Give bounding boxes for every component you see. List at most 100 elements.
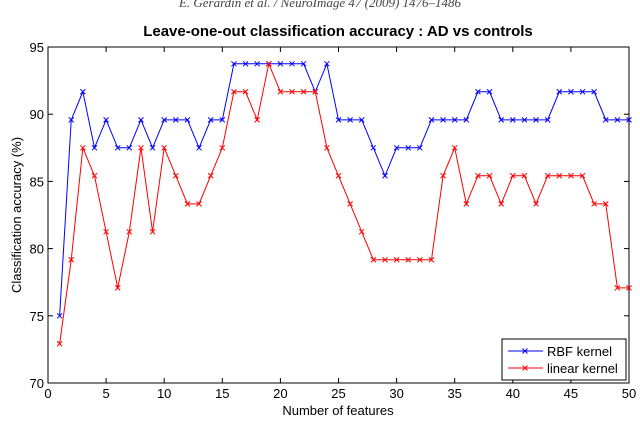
x-marker: [486, 88, 493, 95]
x-marker-stroke: [172, 172, 179, 179]
x-marker: [568, 88, 574, 95]
x-marker-stroke: [242, 60, 249, 67]
y-axis-label: Classification accuracy (%): [9, 137, 24, 293]
x-marker-stroke: [265, 60, 272, 67]
x-marker-stroke: [56, 340, 63, 347]
x-marker-stroke: [358, 116, 365, 123]
x-marker: [579, 172, 586, 179]
legend-label: RBF kernel: [547, 344, 612, 359]
x-marker: [114, 284, 121, 291]
x-marker-stroke: [219, 144, 226, 151]
x-marker-stroke: [405, 144, 412, 151]
x-tick-label: 40: [506, 386, 520, 401]
x-marker-stroke: [382, 256, 388, 263]
x-marker-stroke: [416, 144, 423, 151]
x-marker: [242, 60, 249, 67]
x-marker: [300, 60, 307, 67]
x-marker: [56, 340, 63, 347]
x-marker: [440, 172, 446, 179]
x-marker-stroke: [184, 200, 191, 207]
x-marker-stroke: [522, 348, 528, 354]
x-marker-stroke: [207, 116, 214, 123]
x-tick-label: 25: [331, 386, 345, 401]
x-marker-stroke: [277, 88, 284, 95]
x-tick-label: 5: [102, 386, 109, 401]
x-marker: [300, 88, 307, 95]
x-marker: [103, 228, 109, 235]
x-marker-stroke: [149, 144, 156, 151]
x-marker-stroke: [335, 172, 342, 179]
x-marker: [207, 172, 214, 179]
x-tick-label: 0: [44, 386, 51, 401]
x-marker-stroke: [579, 88, 586, 95]
x-marker: [196, 200, 202, 207]
x-marker-stroke: [509, 116, 516, 123]
x-marker-stroke: [614, 284, 621, 291]
x-marker-stroke: [626, 116, 632, 123]
x-marker-stroke: [393, 256, 400, 263]
y-tick-label: 70: [30, 376, 44, 391]
x-marker-stroke: [324, 144, 330, 151]
x-marker: [172, 116, 179, 123]
x-marker: [358, 116, 365, 123]
x-marker-stroke: [405, 256, 412, 263]
x-marker-stroke: [161, 144, 168, 151]
x-marker: [219, 116, 226, 123]
x-marker: [614, 116, 621, 123]
x-marker: [347, 116, 353, 123]
x-marker: [80, 144, 86, 151]
x-marker: [382, 256, 388, 263]
x-marker-stroke: [626, 284, 632, 291]
x-marker-stroke: [91, 144, 98, 151]
x-marker: [416, 144, 423, 151]
y-tick-label: 90: [30, 107, 44, 122]
x-marker-stroke: [149, 228, 156, 235]
x-marker: [428, 116, 435, 123]
x-marker: [382, 172, 388, 179]
x-marker-stroke: [556, 88, 563, 95]
x-marker: [591, 88, 597, 95]
x-marker-stroke: [614, 116, 621, 123]
x-marker-stroke: [161, 116, 168, 123]
x-marker-stroke: [231, 60, 237, 67]
x-marker-stroke: [114, 144, 121, 151]
x-marker: [509, 116, 516, 123]
x-marker: [591, 200, 597, 207]
x-marker: [451, 144, 458, 151]
x-marker-stroke: [80, 144, 86, 151]
x-marker: [219, 144, 226, 151]
x-marker: [231, 60, 237, 67]
x-marker: [324, 144, 330, 151]
x-marker-stroke: [207, 172, 214, 179]
x-marker: [440, 116, 446, 123]
x-marker-stroke: [475, 172, 481, 179]
x-marker-stroke: [56, 312, 63, 319]
x-marker-stroke: [103, 116, 109, 123]
x-marker-stroke: [289, 60, 295, 67]
y-tick-label: 85: [30, 174, 44, 189]
x-marker: [498, 116, 505, 123]
x-marker: [347, 200, 353, 207]
x-marker-stroke: [451, 116, 458, 123]
x-marker-stroke: [219, 116, 226, 123]
x-marker: [358, 228, 365, 235]
series-rbf-kernel: [56, 60, 632, 319]
x-marker-stroke: [568, 88, 574, 95]
x-marker: [91, 144, 98, 151]
x-marker-stroke: [103, 228, 109, 235]
x-marker: [207, 116, 214, 123]
x-marker: [521, 116, 528, 123]
x-tick-label: 10: [157, 386, 171, 401]
x-marker: [393, 256, 400, 263]
x-marker: [56, 312, 63, 319]
x-marker-stroke: [138, 116, 144, 123]
x-marker-stroke: [277, 60, 284, 67]
x-marker: [533, 200, 539, 207]
x-marker-stroke: [544, 172, 551, 179]
x-marker: [138, 116, 144, 123]
x-marker: [486, 172, 493, 179]
x-marker: [149, 228, 156, 235]
x-marker: [80, 88, 86, 95]
legend-box: [501, 338, 627, 381]
